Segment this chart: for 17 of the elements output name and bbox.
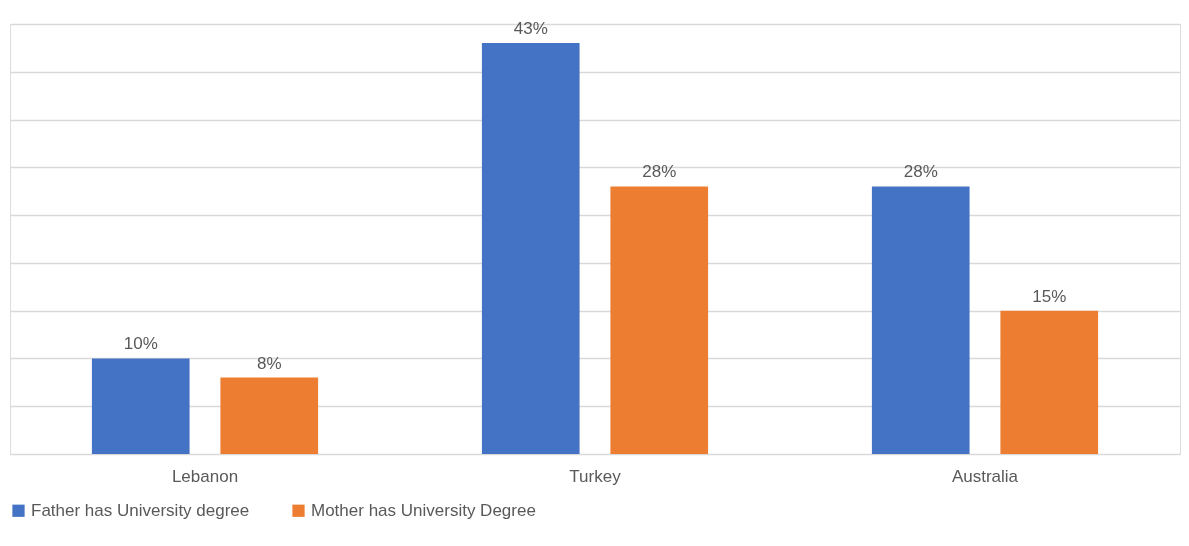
data-label: 15% [1032,286,1067,306]
data-label: 43% [513,19,548,39]
bar [871,186,970,454]
legend-label: Father has University degree [31,500,250,520]
data-label: 8% [256,353,282,373]
legend-label: Mother has University Degree [311,500,536,520]
bar [1000,310,1099,454]
bar [481,43,580,454]
x-tick-label: Australia [951,466,1019,486]
data-label: 10% [123,334,158,354]
x-tick-label: Turkey [569,466,622,486]
bar [91,358,190,454]
data-label: 28% [903,162,938,182]
bar [610,186,709,454]
x-tick-label: Lebanon [171,466,239,486]
data-label: 28% [642,162,677,182]
bar [220,377,319,454]
